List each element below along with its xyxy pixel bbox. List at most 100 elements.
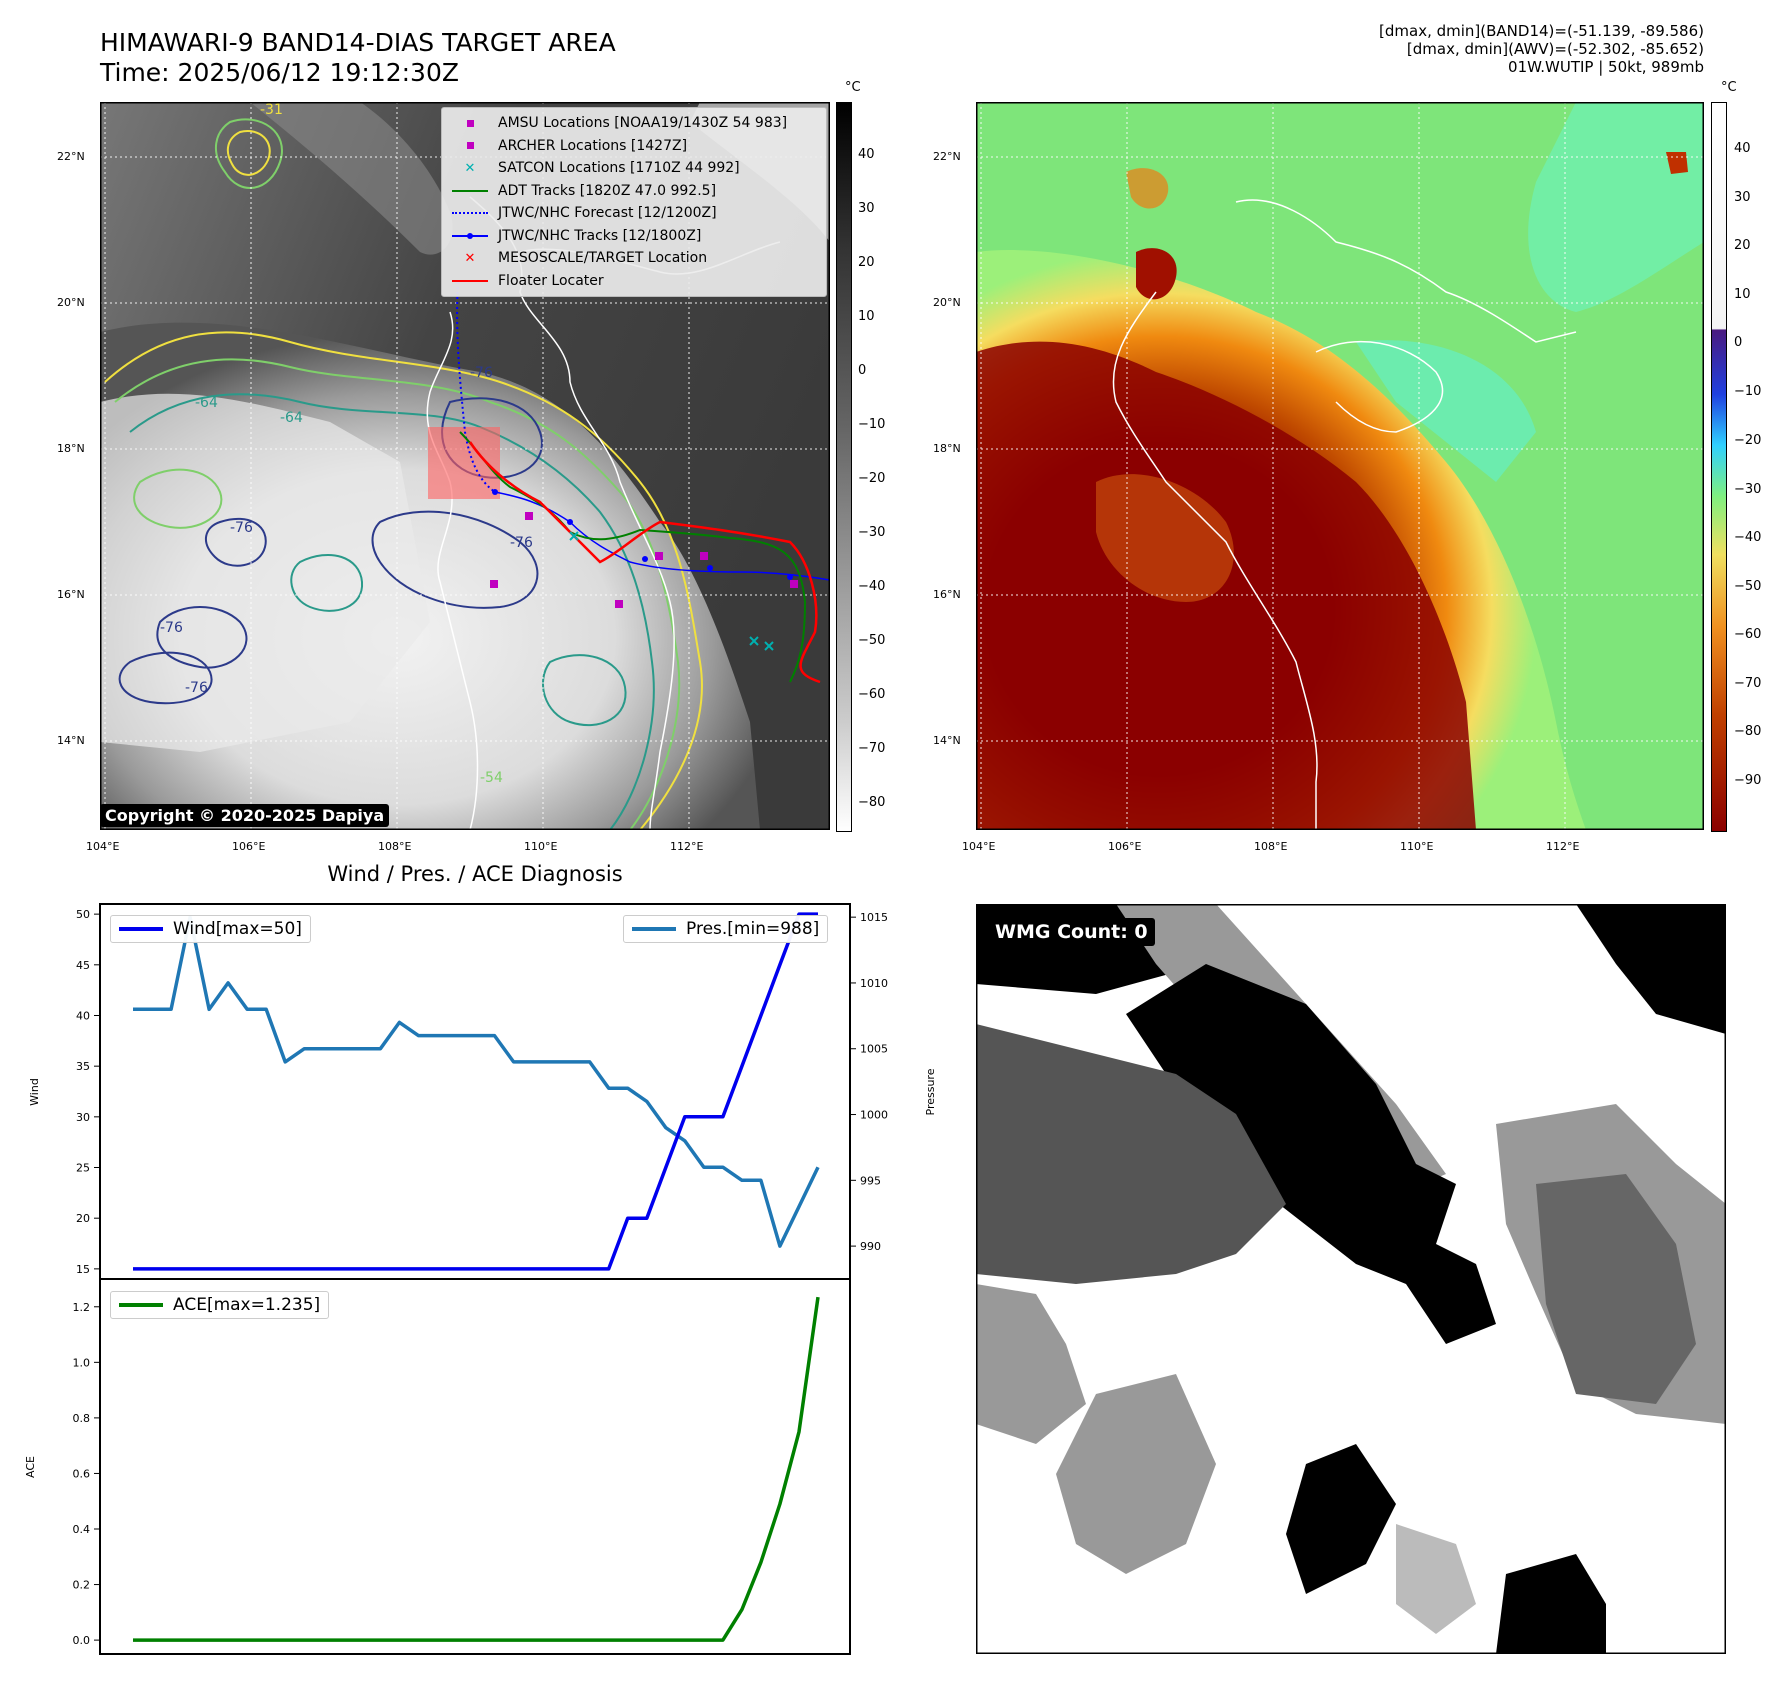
contour-label: -31 — [260, 102, 283, 118]
contour-label: -76 — [185, 680, 208, 696]
colorbar-tick: −80 — [858, 795, 886, 810]
chart-timestamp: Time: 2025/06/12 19:12:30Z — [100, 58, 459, 87]
right-colorbar — [1711, 102, 1727, 832]
wmg-panel: WMG Count: 0 — [976, 904, 1726, 1654]
ace-series-line — [133, 1296, 820, 1642]
wmg-count-badge: WMG Count: 0 — [988, 918, 1155, 946]
wind-line-icon — [119, 927, 163, 931]
pressure-tick-label: 1005 — [860, 1043, 888, 1056]
colorbar-tick: −20 — [1734, 433, 1762, 448]
left-colorbar — [836, 102, 852, 832]
wind-tick-label: 20 — [76, 1212, 90, 1225]
left-map-panel: -76 -64 -54 -76 -76 -76 -76 -64 -31 AMSU… — [100, 102, 830, 830]
lat-label: 14°N — [57, 734, 85, 747]
legend-item-forecast: JTWC/NHC Forecast [12/1200Z] — [450, 202, 818, 225]
colorbar-tick: 20 — [858, 255, 875, 270]
lon-label: 110°E — [524, 840, 558, 853]
wind-tick-label: 45 — [76, 959, 90, 972]
colorbar-tick: −60 — [1734, 627, 1762, 642]
contour-label: -76 — [510, 535, 533, 551]
left-map-legend: AMSU Locations [NOAA19/1430Z 54 983] ARC… — [441, 107, 827, 297]
colorbar-tick: −10 — [1734, 384, 1762, 399]
pressure-line-icon — [632, 927, 676, 931]
colorbar-tick: 10 — [858, 309, 875, 324]
x-marker-icon: ✕ — [464, 250, 476, 266]
colorbar-tick: −50 — [1734, 579, 1762, 594]
legend-item-archer: ARCHER Locations [1427Z] — [450, 135, 818, 158]
colorbar-tick: 10 — [1734, 287, 1751, 302]
colorbar-tick: 20 — [1734, 238, 1751, 253]
lon-label: 112°E — [670, 840, 704, 853]
left-colorbar-unit: °C — [845, 80, 861, 95]
lat-label: 22°N — [933, 150, 961, 163]
wind-tick-label: 25 — [76, 1162, 90, 1175]
dotted-line-icon — [450, 206, 490, 220]
colorbar-tick: −20 — [858, 471, 886, 486]
wind-tick-label: 35 — [76, 1060, 90, 1073]
colorbar-tick: 30 — [858, 201, 875, 216]
pressure-tick-label: 1010 — [860, 977, 888, 990]
lat-label: 22°N — [57, 150, 85, 163]
info-band14: [dmax, dmin](BAND14)=(-51.139, -89.586) — [1379, 22, 1704, 40]
wind-tick-label: 40 — [76, 1009, 90, 1022]
ace-tick-label: 0.4 — [73, 1523, 91, 1536]
right-colorbar-unit: °C — [1721, 80, 1737, 95]
right-map-image — [976, 102, 1704, 830]
contour-label: -54 — [480, 770, 503, 786]
ace-tick-label: 1.2 — [73, 1301, 91, 1314]
ace-tick-label: 0.2 — [73, 1579, 91, 1592]
info-awv: [dmax, dmin](AWV)=(-52.302, -85.652) — [1406, 40, 1704, 58]
pressure-tick-label: 1015 — [860, 911, 888, 924]
lon-label: 104°E — [962, 840, 996, 853]
lon-label: 112°E — [1546, 840, 1580, 853]
colorbar-tick: −70 — [858, 741, 886, 756]
colorbar-tick: 40 — [858, 147, 875, 162]
colorbar-tick: −10 — [858, 417, 886, 432]
lon-label: 106°E — [1108, 840, 1142, 853]
legend-item-adt: ADT Tracks [1820Z 47.0 992.5] — [450, 180, 818, 203]
colorbar-tick: −40 — [858, 579, 886, 594]
lat-label: 18°N — [57, 442, 85, 455]
lon-label: 110°E — [1400, 840, 1434, 853]
ace-axis-label: ACE — [24, 1456, 37, 1478]
ace-tick-label: 1.0 — [73, 1356, 91, 1369]
ace-legend: ACE[max=1.235] — [110, 1291, 330, 1319]
pressure-legend: Pres.[min=988] — [623, 915, 829, 943]
square-marker-icon — [450, 139, 490, 153]
legend-item-amsu: AMSU Locations [NOAA19/1430Z 54 983] — [450, 112, 818, 135]
ace-tick-label: 0.0 — [73, 1634, 91, 1647]
colorbar-tick: 0 — [858, 363, 867, 378]
lat-label: 18°N — [933, 442, 961, 455]
legend-item-tracks: JTWC/NHC Tracks [12/1800Z] — [450, 225, 818, 248]
colorbar-tick: 30 — [1734, 190, 1751, 205]
contour-label: -64 — [195, 395, 218, 411]
wind-tick-label: 50 — [76, 908, 90, 921]
ace-line-icon — [119, 1303, 163, 1307]
lat-label: 16°N — [933, 588, 961, 601]
chart-title: HIMAWARI-9 BAND14-DIAS TARGET AREA — [100, 28, 616, 57]
x-marker-icon: ✕ — [464, 160, 476, 176]
colorbar-tick: −40 — [1734, 530, 1762, 545]
lon-label: 104°E — [86, 840, 120, 853]
contour-label: -76 — [470, 365, 493, 381]
lon-label: 106°E — [232, 840, 266, 853]
line-dot-icon — [450, 229, 490, 243]
colorbar-tick: −60 — [858, 687, 886, 702]
wind-legend: Wind[max=50] — [110, 915, 311, 943]
square-marker-icon — [450, 116, 490, 130]
colorbar-tick: −70 — [1734, 676, 1762, 691]
contour-label: -76 — [160, 620, 183, 636]
colorbar-tick: −80 — [1734, 724, 1762, 739]
lat-label: 20°N — [57, 296, 85, 309]
lon-label: 108°E — [1254, 840, 1288, 853]
wind-tick-label: 30 — [76, 1111, 90, 1124]
colorbar-tick: 0 — [1734, 335, 1743, 350]
colorbar-tick: −30 — [858, 525, 886, 540]
pressure-series-line — [133, 915, 820, 1248]
legend-item-target: ✕ MESOSCALE/TARGET Location — [450, 247, 818, 270]
lat-label: 14°N — [933, 734, 961, 747]
legend-item-satcon: ✕ SATCON Locations [1710Z 44 992] — [450, 157, 818, 180]
legend-item-floater: Floater Locater — [450, 270, 818, 293]
wind-tick-label: 15 — [76, 1263, 90, 1276]
pressure-tick-label: 990 — [860, 1240, 881, 1253]
